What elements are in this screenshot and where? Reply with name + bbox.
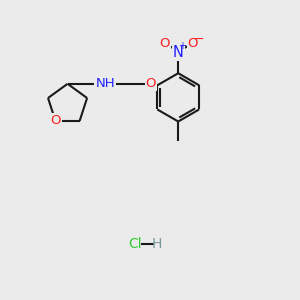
Text: O: O: [146, 77, 156, 90]
Text: +: +: [178, 41, 186, 51]
Text: −: −: [194, 33, 204, 46]
Text: N: N: [173, 44, 184, 59]
Text: NH: NH: [95, 77, 115, 90]
Text: Cl: Cl: [128, 237, 142, 251]
Text: O: O: [50, 115, 61, 128]
Text: H: H: [151, 237, 162, 251]
Text: O: O: [188, 37, 198, 50]
Text: O: O: [160, 37, 170, 50]
